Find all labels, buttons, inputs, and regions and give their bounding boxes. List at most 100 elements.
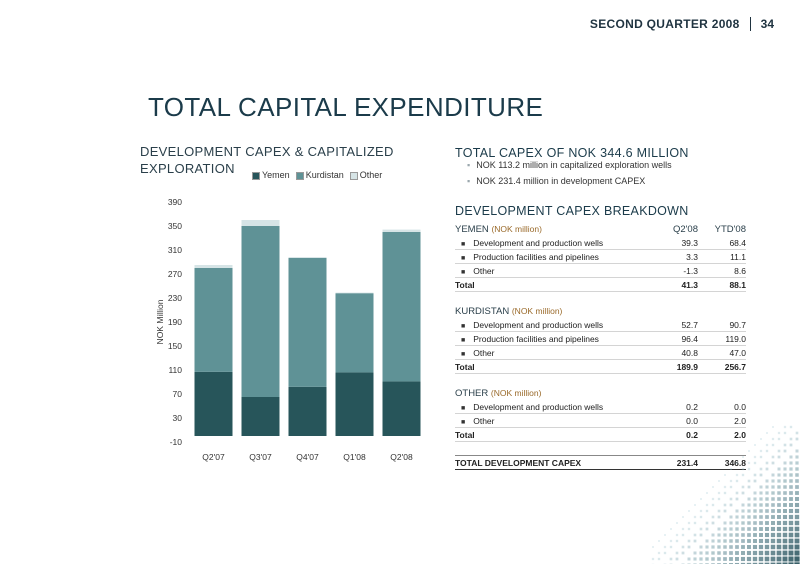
pattern-dot [700,498,702,500]
pattern-dot [699,515,703,519]
pattern-dot [770,532,776,538]
pattern-dot [788,562,794,564]
total-label: Total [455,277,650,292]
pattern-dot [663,545,667,549]
pattern-dot [789,497,793,501]
pattern-dot [770,538,776,544]
section-header-yemen: YEMEN (NOK million) Q2'08 YTD'08 [455,223,746,236]
pattern-dot [717,491,721,495]
pattern-dot [753,455,757,459]
pattern-dot [651,557,655,561]
pattern-dot [693,515,697,519]
pattern-dot [765,509,769,513]
row-q: 52.7 [650,318,698,332]
pattern-dot [687,527,691,531]
row-label: Production facilities and pipelines [473,333,599,344]
total-q: 0.2 [650,427,698,442]
bullet-icon: ■ [461,322,466,330]
row-q: -1.3 [650,263,698,278]
bar-segment-other [335,292,374,294]
pattern-dot [777,467,781,471]
row-label: Other [473,347,495,358]
pattern-dot [741,485,745,489]
pattern-dot [735,557,739,561]
section-header-other: OTHER (NOK million) [455,387,746,400]
pattern-dot [789,461,793,465]
total-q: 41.3 [650,277,698,292]
pattern-dot [789,485,793,489]
pattern-dot [771,479,775,483]
pattern-dot [681,551,685,555]
pattern-dot [776,556,782,562]
pattern-dot [753,527,757,531]
bar-segment-other [288,257,327,258]
pattern-dot [789,479,793,483]
pattern-dot [687,545,691,549]
pattern-dot [771,455,775,459]
pattern-dot [717,509,721,513]
pattern-dot [688,510,690,512]
pattern-dot [777,503,781,507]
total-ytd: 2.0 [698,427,746,442]
section-header-kurdistan: KURDISTAN (NOK million) [455,305,746,318]
pattern-dot [758,550,764,556]
bar-segment-yemen [288,386,327,436]
pattern-dot [735,515,739,519]
pattern-dot [699,557,703,561]
pattern-dot [675,551,679,555]
pattern-dot [788,544,794,550]
bullet-icon: ■ [461,350,466,358]
pattern-dot [693,521,697,525]
y-tick-label: -10 [170,437,183,447]
pattern-dot [789,443,793,447]
pattern-dot [783,509,787,513]
pattern-dot [735,539,739,543]
pattern-dot [717,497,721,501]
bar-segment-yemen [382,381,421,436]
pattern-dot [795,437,799,441]
pattern-dot [699,551,703,555]
x-tick-label: Q2'07 [202,452,225,462]
pattern-dot [765,443,769,447]
pattern-dot [669,557,673,561]
pattern-dot [711,515,715,519]
pattern-dot [729,533,733,537]
pattern-dot [782,556,788,562]
pattern-dot [759,485,763,489]
pattern-dot [663,551,667,555]
pattern-dot [741,551,745,555]
pattern-dot [777,449,781,453]
row-q: 39.3 [650,236,698,250]
pattern-dot [741,521,745,525]
pattern-dot [777,509,781,513]
pattern-dot [753,509,757,513]
pattern-dot [747,479,751,483]
pattern-dot [752,562,758,564]
pattern-dot [717,545,721,549]
pattern-dot [699,545,703,549]
pattern-dot [777,515,781,519]
row-ytd: 0.0 [698,400,746,414]
pattern-dot [735,509,739,513]
pattern-dot [693,533,697,537]
pattern-dot [783,503,787,507]
pattern-dot [788,550,794,556]
row-ytd: 47.0 [698,345,746,360]
pattern-dot [735,533,739,537]
legend-swatch [252,171,260,180]
row-label: Development and production wells [473,401,604,412]
pattern-dot [718,480,720,482]
pattern-dot [705,503,709,507]
y-axis-label: NOK Million [155,299,165,344]
pattern-dot [794,544,800,550]
pattern-dot [782,514,788,520]
pattern-dot [711,545,715,549]
pattern-dot [788,520,794,526]
pattern-dot [783,449,787,453]
pattern-dot [753,533,757,537]
bar-segment-other [241,220,280,226]
pattern-dot [735,491,739,495]
pattern-dot [795,431,799,435]
pattern-dot [723,539,727,543]
pattern-dot [729,497,733,501]
